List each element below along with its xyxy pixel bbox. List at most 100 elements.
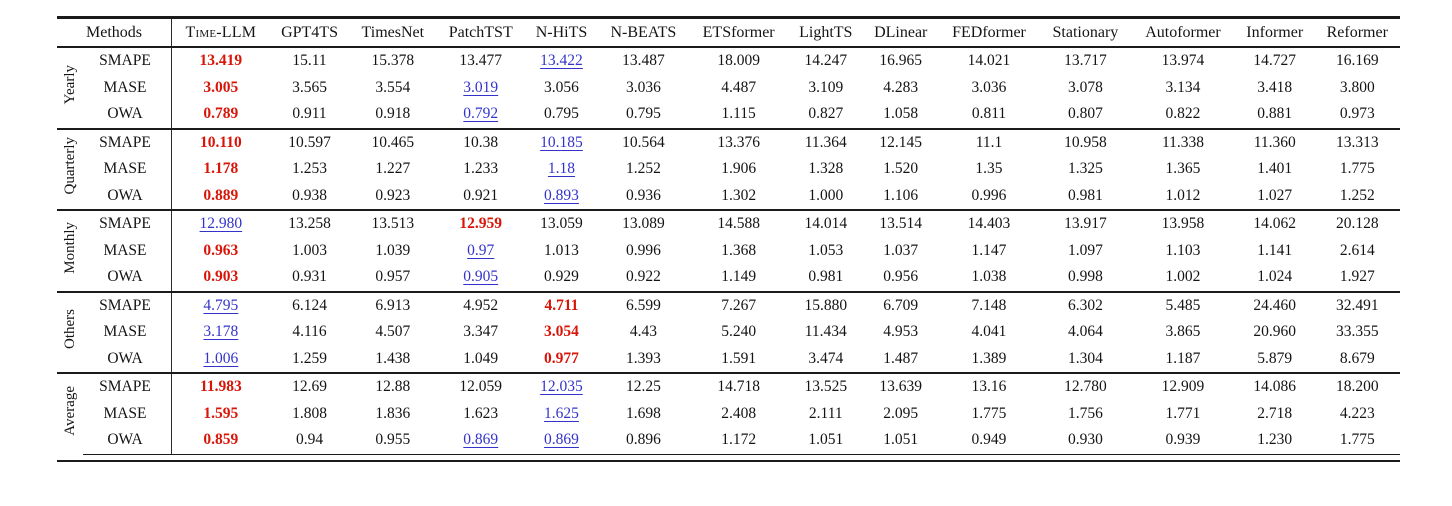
value-cell-patchtst: 1.623 [463, 404, 499, 422]
value-cell-lightts: 3.474 [808, 349, 844, 367]
value-cell-reformer: 16.169 [1335, 52, 1379, 69]
value-cell-patchtst: 1.233 [463, 160, 499, 177]
row-others-owa: OWA 1.006 1.259 1.438 1.049 0.977 1.393 1.591 3.… [57, 345, 1400, 373]
value-cell-lightts: 0.981 [808, 268, 844, 285]
value-cell-informer: 0.881 [1257, 105, 1293, 122]
table-header: Methods Time-LLM GPT4TS TimesNet PatchTST N-H… [57, 17, 1400, 48]
value-cell-n-beats: 1.698 [625, 404, 661, 422]
value-cell-n-hits: 0.795 [544, 105, 579, 122]
metric-cell-mase: MASE [83, 237, 172, 264]
value-cell-time-llm: 4.795 [171, 290, 270, 319]
value-cell-dlinear: 1.051 [863, 427, 939, 455]
value-cell-informer: 20.960 [1253, 323, 1297, 340]
value-cell-patchtst: 3.347 [463, 323, 499, 340]
value-cell-time-llm: 3.005 [203, 78, 239, 96]
value-cell-gpt4ts: 1.808 [292, 404, 327, 422]
value-cell-n-beats: 0.896 [597, 427, 689, 455]
column-header-dlinear: DLinear [863, 17, 939, 48]
value-cell-patchtst: 0.921 [463, 186, 499, 204]
value-cell-n-hits: 4.711 [525, 290, 598, 319]
value-cell-gpt4ts: 6.124 [269, 290, 350, 319]
value-cell-n-hits: 13.422 [540, 52, 583, 69]
value-cell-autoformer: 12.909 [1131, 372, 1235, 401]
value-cell-stationary: 1.756 [1067, 404, 1103, 422]
value-cell-n-hits: 10.185 [525, 127, 598, 156]
value-cell-reformer: 0.973 [1339, 105, 1375, 122]
value-cell-timesnet: 1.039 [375, 241, 411, 259]
value-cell-gpt4ts: 1.259 [292, 349, 327, 367]
value-cell-etsformer: 1.906 [721, 160, 757, 177]
group-label-text: Quarterly [62, 137, 78, 195]
value-cell-autoformer: 3.134 [1165, 78, 1201, 96]
value-cell-autoformer: 11.338 [1131, 127, 1235, 156]
value-cell-lightts: 1.053 [808, 241, 844, 259]
row-average-mase: MASE 1.595 1.808 1.836 1.623 1.625 1.698 2.408 2… [57, 400, 1400, 427]
value-cell-timesnet: 1.438 [375, 349, 411, 367]
value-cell-fedformer: 14.403 [938, 209, 1040, 238]
value-cell-fedformer: 1.35 [975, 160, 1003, 177]
value-cell-fedformer: 11.1 [938, 127, 1040, 156]
value-cell-time-llm: 0.963 [203, 241, 239, 259]
value-cell-autoformer: 1.187 [1165, 349, 1201, 367]
column-header-gpt4ts: GPT4TS [269, 17, 350, 48]
value-cell-n-beats: 0.936 [625, 186, 661, 204]
value-cell-n-hits: 0.929 [544, 268, 579, 285]
value-cell-autoformer: 0.822 [1165, 105, 1201, 122]
group-label-monthly: Monthly [57, 209, 83, 292]
value-cell-informer: 5.879 [1257, 349, 1293, 367]
value-cell-fedformer: 3.036 [971, 78, 1007, 96]
metric-cell-smape: SMAPE [83, 290, 172, 319]
value-cell-etsformer: 1.149 [721, 268, 757, 285]
value-cell-n-hits: 12.035 [525, 372, 598, 401]
value-cell-stationary: 13.917 [1039, 209, 1131, 238]
value-cell-reformer: 8.679 [1339, 349, 1375, 367]
value-cell-timesnet: 12.88 [349, 372, 437, 401]
value-cell-gpt4ts: 15.11 [292, 52, 327, 69]
value-cell-fedformer: 1.147 [971, 241, 1007, 259]
metric-cell-owa: OWA [83, 345, 172, 373]
group-label-others: Others [57, 290, 83, 373]
group-label-text: Average [62, 385, 78, 436]
value-cell-dlinear: 13.639 [863, 372, 939, 401]
value-cell-stationary: 0.930 [1039, 427, 1131, 455]
group-label-quarterly: Quarterly [57, 127, 83, 210]
value-cell-lightts: 13.525 [788, 372, 864, 401]
value-cell-etsformer: 1.172 [689, 427, 789, 455]
row-monthly-owa: OWA 0.903 0.931 0.957 0.905 0.929 0.922 1.149 0.… [57, 264, 1400, 292]
value-cell-autoformer: 0.939 [1131, 427, 1235, 455]
value-cell-timesnet: 3.554 [375, 78, 411, 96]
value-cell-dlinear: 1.106 [883, 186, 919, 204]
value-cell-n-hits: 0.869 [525, 427, 598, 455]
value-cell-gpt4ts: 12.69 [269, 372, 350, 401]
value-cell-timesnet: 0.923 [375, 186, 411, 204]
value-cell-etsformer: 18.009 [717, 52, 760, 69]
value-cell-informer: 24.460 [1234, 290, 1315, 319]
value-cell-timesnet: 15.378 [371, 52, 415, 69]
metric-cell-owa: OWA [83, 182, 172, 210]
value-cell-etsformer: 7.267 [689, 290, 789, 319]
value-cell-informer: 14.062 [1234, 209, 1315, 238]
metric-cell-smape: SMAPE [83, 47, 172, 75]
column-header-fedformer: FEDformer [938, 17, 1040, 48]
value-cell-dlinear: 1.058 [883, 105, 919, 122]
column-header-time-llm: Time-LLM [171, 17, 270, 48]
value-cell-time-llm: 13.419 [199, 52, 243, 69]
value-cell-lightts: 1.328 [808, 160, 844, 177]
table-body: Yearly SMAPE 13.419 15.11 15.378 13.477 13.422… [57, 47, 1400, 455]
value-cell-n-hits: 1.625 [544, 404, 579, 422]
column-header-n-beats: N-BEATS [597, 17, 689, 48]
metric-cell-mase: MASE [83, 156, 172, 183]
value-cell-timesnet: 4.507 [375, 323, 411, 340]
value-cell-timesnet: 0.918 [375, 105, 411, 122]
value-cell-stationary: 10.958 [1039, 127, 1131, 156]
value-cell-reformer: 1.775 [1339, 160, 1375, 177]
value-cell-stationary: 13.717 [1064, 52, 1107, 69]
value-cell-stationary: 6.302 [1039, 290, 1131, 319]
value-cell-reformer: 1.775 [1314, 427, 1400, 455]
value-cell-patchtst: 0.792 [463, 105, 499, 122]
value-cell-etsformer: 14.718 [689, 372, 789, 401]
value-cell-informer: 11.360 [1234, 127, 1315, 156]
row-yearly-owa: OWA 0.789 0.911 0.918 0.792 0.795 0.795 1.115 0.… [57, 101, 1400, 129]
value-cell-dlinear: 6.709 [863, 290, 939, 319]
